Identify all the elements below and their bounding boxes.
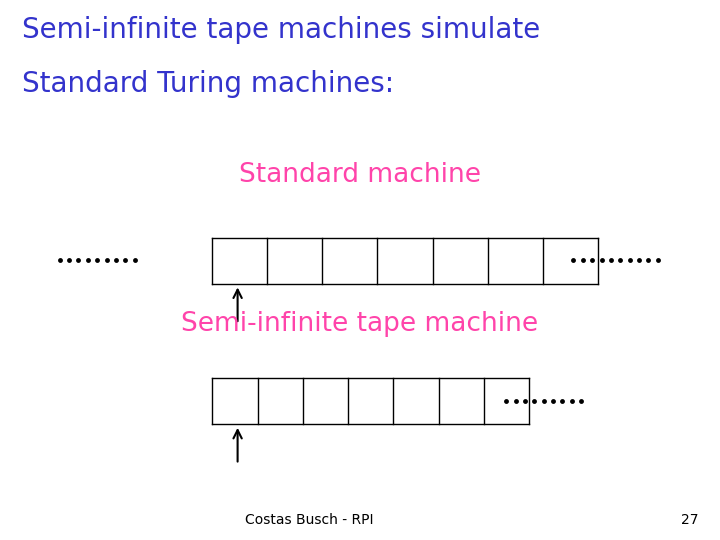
Text: Semi-infinite tape machines simulate: Semi-infinite tape machines simulate	[22, 16, 540, 44]
Text: Semi-infinite tape machine: Semi-infinite tape machine	[181, 311, 539, 337]
Text: 27: 27	[681, 512, 698, 526]
Text: Costas Busch - RPI: Costas Busch - RPI	[246, 512, 374, 526]
Text: Standard machine: Standard machine	[239, 163, 481, 188]
Text: Standard Turing machines:: Standard Turing machines:	[22, 70, 394, 98]
